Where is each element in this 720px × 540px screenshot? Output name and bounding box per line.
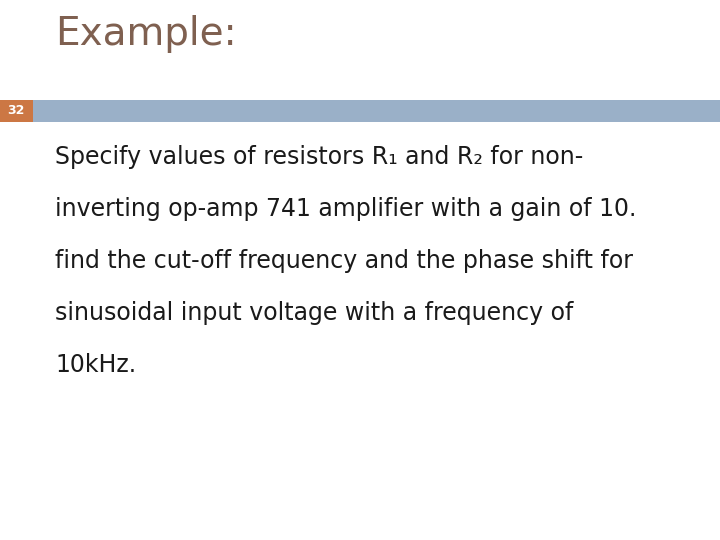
- Text: 32: 32: [7, 105, 24, 118]
- Text: find the cut-off frequency and the phase shift for: find the cut-off frequency and the phase…: [55, 249, 633, 273]
- Text: Example:: Example:: [55, 15, 237, 53]
- Bar: [0, 100, 33, 122]
- Text: 10kHz.: 10kHz.: [55, 353, 136, 377]
- Text: Specify values of resistors R₁ and R₂ for non-: Specify values of resistors R₁ and R₂ fo…: [55, 145, 583, 169]
- Bar: [33, 100, 720, 122]
- Text: inverting op-amp 741 amplifier with a gain of 10.: inverting op-amp 741 amplifier with a ga…: [55, 197, 636, 221]
- Text: sinusoidal input voltage with a frequency of: sinusoidal input voltage with a frequenc…: [55, 301, 573, 325]
